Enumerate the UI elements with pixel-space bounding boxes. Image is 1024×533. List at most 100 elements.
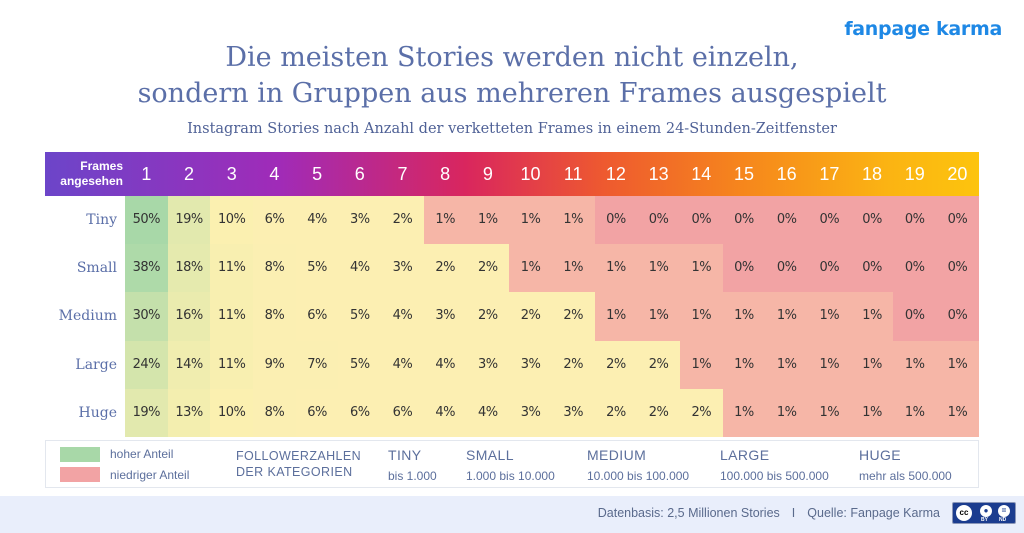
heatmap-cell: 5% bbox=[338, 340, 382, 389]
row-label: Huge bbox=[78, 404, 117, 421]
legend-low-label: niedriger Anteil bbox=[110, 468, 190, 482]
heatmap-cell: 6% bbox=[338, 388, 382, 437]
legend-category-name: LARGE bbox=[720, 447, 770, 463]
heatmap-cell: 1% bbox=[594, 244, 638, 293]
heatmap-cell: 0% bbox=[893, 196, 937, 245]
heatmap-cell: 19% bbox=[125, 388, 168, 437]
heatmap-cell: 4% bbox=[295, 196, 339, 245]
legend-swatch-low bbox=[60, 467, 100, 482]
heatmap-cell: 11% bbox=[210, 244, 254, 293]
heatmap-cell: 2% bbox=[551, 292, 595, 341]
heatmap-cell: 2% bbox=[594, 340, 638, 389]
heatmap-cell: 1% bbox=[509, 196, 552, 245]
heatmap-cell: 2% bbox=[637, 340, 680, 389]
chart-subtitle: Instagram Stories nach Anzahl der verket… bbox=[187, 121, 837, 137]
heatmap-cell: 0% bbox=[936, 292, 979, 341]
legend-category-range: 100.000 bis 500.000 bbox=[720, 469, 829, 483]
table-row: Small 38% 18% 11% 8% 5% 4% 3% 2% 2% 1% 1% 1% 1% 1% 0% 0%… bbox=[45, 244, 979, 293]
heatmap-cell: 6% bbox=[295, 292, 339, 341]
heatmap-cell: 0% bbox=[765, 196, 808, 245]
table-row: Huge 19% 13% 10% 8% 6% 6% 6% 4% 4% 3% 3% 2% 2% 2% 1% 1% 1… bbox=[45, 388, 979, 437]
title-line-1: Die meisten Stories werden nicht einzeln… bbox=[225, 42, 799, 73]
heatmap-cell: 3% bbox=[551, 388, 595, 437]
legend-category-name: MEDIUM bbox=[587, 447, 647, 463]
nd-equals-icon: = bbox=[998, 505, 1010, 517]
heatmap-cell: 0% bbox=[679, 196, 723, 245]
column-header: 15 bbox=[733, 164, 754, 184]
heatmap-cell: 0% bbox=[850, 196, 894, 245]
table-row: Tiny 50% 19% 10% 6% 4% 3% 2% 1% 1% 1% 1% 0% 0% 0% 0% 0% 0… bbox=[45, 196, 979, 245]
brand-logo: fanpage karma bbox=[844, 18, 1002, 40]
heatmap-cell: 6% bbox=[295, 388, 339, 437]
heatmap-cell: 6% bbox=[381, 388, 424, 437]
heatmap-cell: 5% bbox=[295, 244, 339, 293]
corner-label-line-1: Frames bbox=[80, 159, 123, 173]
cc-icon: cc bbox=[956, 505, 972, 521]
footer-separator: I bbox=[791, 506, 796, 520]
column-header: 16 bbox=[776, 164, 797, 184]
heatmap-cell: 0% bbox=[594, 196, 638, 245]
row-label: Tiny bbox=[86, 212, 117, 228]
data-basis: Datenbasis: 2,5 Millionen Stories bbox=[597, 506, 780, 520]
heatmap-body: Tiny 50% 19% 10% 6% 4% 3% 2% 1% 1% 1% 1% 0% 0% 0% 0% 0% 0… bbox=[45, 196, 979, 437]
heatmap-cell: 1% bbox=[893, 388, 937, 437]
heatmap-cell: 3% bbox=[338, 196, 382, 245]
legend-categories-title-2: DER KATEGORIEN bbox=[236, 465, 353, 479]
heatmap-cell: 1% bbox=[466, 196, 510, 245]
heatmap-cell: 0% bbox=[850, 244, 894, 293]
heatmap-cell: 4% bbox=[423, 388, 467, 437]
heatmap-cell: 1% bbox=[423, 196, 467, 245]
heatmap-cell: 8% bbox=[253, 292, 296, 341]
legend-swatch-high bbox=[60, 447, 100, 462]
heatmap-cell: 0% bbox=[765, 244, 808, 293]
heatmap-cell: 0% bbox=[808, 196, 851, 245]
heatmap-cell: 4% bbox=[381, 292, 424, 341]
heatmap-cell: 11% bbox=[210, 292, 254, 341]
heatmap-cell: 1% bbox=[722, 292, 766, 341]
heatmap-cell: 1% bbox=[679, 340, 723, 389]
footer: Datenbasis: 2,5 Millionen Stories I Quelle… bbox=[0, 496, 1024, 533]
column-header: 20 bbox=[947, 164, 968, 184]
heatmap-cell: 1% bbox=[765, 292, 808, 341]
heatmap-cell: 3% bbox=[423, 292, 467, 341]
legend-category-range: 10.000 bis 100.000 bbox=[587, 469, 690, 483]
heatmap-cell: 2% bbox=[509, 292, 552, 341]
heatmap-cell: 2% bbox=[594, 388, 638, 437]
heatmap-cell: 1% bbox=[637, 244, 680, 293]
heatmap-cell: 1% bbox=[808, 340, 851, 389]
heatmap-cell: 2% bbox=[679, 388, 723, 437]
heatmap-cell: 1% bbox=[722, 340, 766, 389]
heatmap-cell: 0% bbox=[808, 244, 851, 293]
row-label: Medium bbox=[58, 308, 117, 325]
corner-label-line-2: angesehen bbox=[60, 174, 123, 188]
column-header: 1 bbox=[141, 164, 152, 184]
heatmap-cell: 38% bbox=[125, 244, 168, 293]
heatmap-cell: 0% bbox=[936, 196, 979, 245]
heatmap-cell: 2% bbox=[551, 340, 595, 389]
heatmap-cell: 1% bbox=[637, 292, 680, 341]
column-header: 11 bbox=[563, 164, 583, 184]
column-header: 7 bbox=[397, 164, 408, 184]
heatmap-cell: 10% bbox=[210, 388, 254, 437]
heatmap-cell: 1% bbox=[551, 244, 595, 293]
heatmap-cell: 1% bbox=[765, 388, 808, 437]
heatmap-cell: 24% bbox=[125, 340, 168, 389]
heatmap-cell: 2% bbox=[423, 244, 467, 293]
legend-high-label: hoher Anteil bbox=[110, 447, 174, 461]
by-label: BY bbox=[981, 517, 988, 523]
heatmap-cell: 4% bbox=[466, 388, 510, 437]
column-header: 4 bbox=[269, 164, 280, 184]
column-header: 3 bbox=[226, 164, 237, 184]
heatmap-cell: 0% bbox=[893, 292, 937, 341]
heatmap-cell: 8% bbox=[253, 388, 296, 437]
heatmap-cell: 30% bbox=[125, 292, 168, 341]
chart-title: Die meisten Stories werden nicht einzeln… bbox=[0, 40, 1024, 112]
column-header: 10 bbox=[520, 164, 541, 184]
legend-category-range: bis 1.000 bbox=[388, 469, 437, 483]
heatmap-table: Frames angesehen 1 2 3 4 5 6 7 8 9 10 11 12 13 14 15 16… bbox=[45, 152, 979, 437]
column-header: 13 bbox=[648, 164, 669, 184]
heatmap-cell: 10% bbox=[210, 196, 254, 245]
heatmap-cell: 18% bbox=[167, 244, 211, 293]
heatmap-cell: 1% bbox=[551, 196, 595, 245]
heatmap-cell: 14% bbox=[167, 340, 211, 389]
